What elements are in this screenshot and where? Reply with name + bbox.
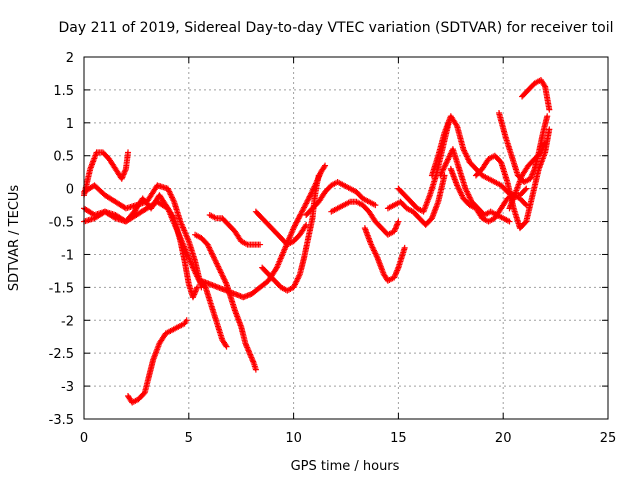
data-point <box>315 172 322 179</box>
data-point <box>257 241 264 248</box>
data-points <box>81 77 553 406</box>
data-track-10 <box>259 172 322 294</box>
data-point <box>395 218 402 225</box>
chart-title: Day 211 of 2019, Sidereal Day-to-day VTE… <box>58 20 613 36</box>
x-tick-label: 20 <box>495 431 512 446</box>
data-point <box>300 205 307 212</box>
y-tick-label: 0 <box>66 183 74 198</box>
data-point <box>290 225 297 232</box>
data-track-21 <box>519 77 553 113</box>
grid-lines <box>84 57 608 419</box>
data-point <box>301 203 308 210</box>
data-point <box>522 186 529 193</box>
y-axis-label: SDTVAR / TECUs <box>7 185 22 292</box>
data-track-22 <box>506 139 549 212</box>
data-point <box>297 211 304 218</box>
data-point <box>304 197 311 204</box>
data-point <box>252 366 259 373</box>
data-point <box>506 218 513 225</box>
data-track-14 <box>384 172 448 228</box>
data-track-7 <box>206 211 264 248</box>
data-point <box>523 185 530 192</box>
data-point <box>301 204 308 211</box>
data-point <box>294 218 301 225</box>
y-tick-label: 0.5 <box>53 150 74 165</box>
y-tick-label: -3 <box>61 380 74 395</box>
data-track-11 <box>303 179 379 218</box>
x-tick-label: 0 <box>80 431 88 446</box>
data-point <box>401 244 408 251</box>
x-tick-label: 5 <box>185 431 193 446</box>
x-axis-label: GPS time / hours <box>291 459 400 474</box>
data-track-1 <box>81 149 132 199</box>
data-point <box>303 199 310 206</box>
data-point <box>541 82 548 89</box>
data-point <box>303 200 310 207</box>
data-point <box>305 194 312 201</box>
data-track-12 <box>328 198 402 238</box>
data-track-17 <box>437 146 513 225</box>
y-tick-label: 2 <box>66 51 74 66</box>
data-point <box>522 200 529 207</box>
data-point <box>546 106 553 113</box>
data-track-3 <box>81 192 230 350</box>
y-tick-label: 1.5 <box>53 84 74 99</box>
data-point <box>125 149 132 156</box>
data-point <box>305 196 312 203</box>
axis-ticks: 0 5 10 15 20 25 -3.5 -3 -2.5 -2 -1.5 -1 -0.5 0 0.5 1 1.5… <box>49 51 617 446</box>
data-point <box>296 214 303 221</box>
data-point <box>306 193 313 200</box>
data-point <box>295 215 302 222</box>
data-point <box>291 222 298 229</box>
data-point <box>194 284 201 291</box>
y-tick-label: -0.5 <box>49 216 74 231</box>
data-track-5 <box>125 317 190 406</box>
data-point <box>321 163 328 170</box>
y-tick-label: -2 <box>61 314 74 329</box>
data-track-13 <box>361 225 408 284</box>
x-tick-label: 25 <box>600 431 617 446</box>
data-track-9 <box>252 208 310 248</box>
x-tick-label: 15 <box>390 431 407 446</box>
data-point <box>183 317 190 324</box>
data-track-6 <box>192 231 259 373</box>
data-point <box>299 207 306 214</box>
data-point <box>291 223 298 230</box>
data-point <box>223 343 230 350</box>
data-point <box>298 210 305 217</box>
data-point <box>546 126 553 133</box>
data-track-19 <box>472 126 553 232</box>
data-point <box>293 219 300 226</box>
data-point <box>372 202 379 209</box>
data-point <box>294 216 301 223</box>
data-track-18 <box>447 165 530 225</box>
data-point <box>544 113 551 120</box>
data-point <box>222 342 229 349</box>
data-point <box>302 201 309 208</box>
y-tick-label: -2.5 <box>49 347 74 362</box>
data-point <box>292 221 299 228</box>
y-tick-label: -1 <box>61 248 74 263</box>
data-point <box>542 139 549 146</box>
y-tick-label: -1.5 <box>49 281 74 296</box>
data-track-4 <box>81 198 201 301</box>
x-tick-label: 10 <box>285 431 302 446</box>
data-point <box>298 208 305 215</box>
data-point <box>296 212 303 219</box>
y-tick-label: 1 <box>66 117 74 132</box>
plot-frame <box>83 56 609 420</box>
y-tick-label: -3.5 <box>49 413 74 428</box>
data-point <box>322 162 329 169</box>
